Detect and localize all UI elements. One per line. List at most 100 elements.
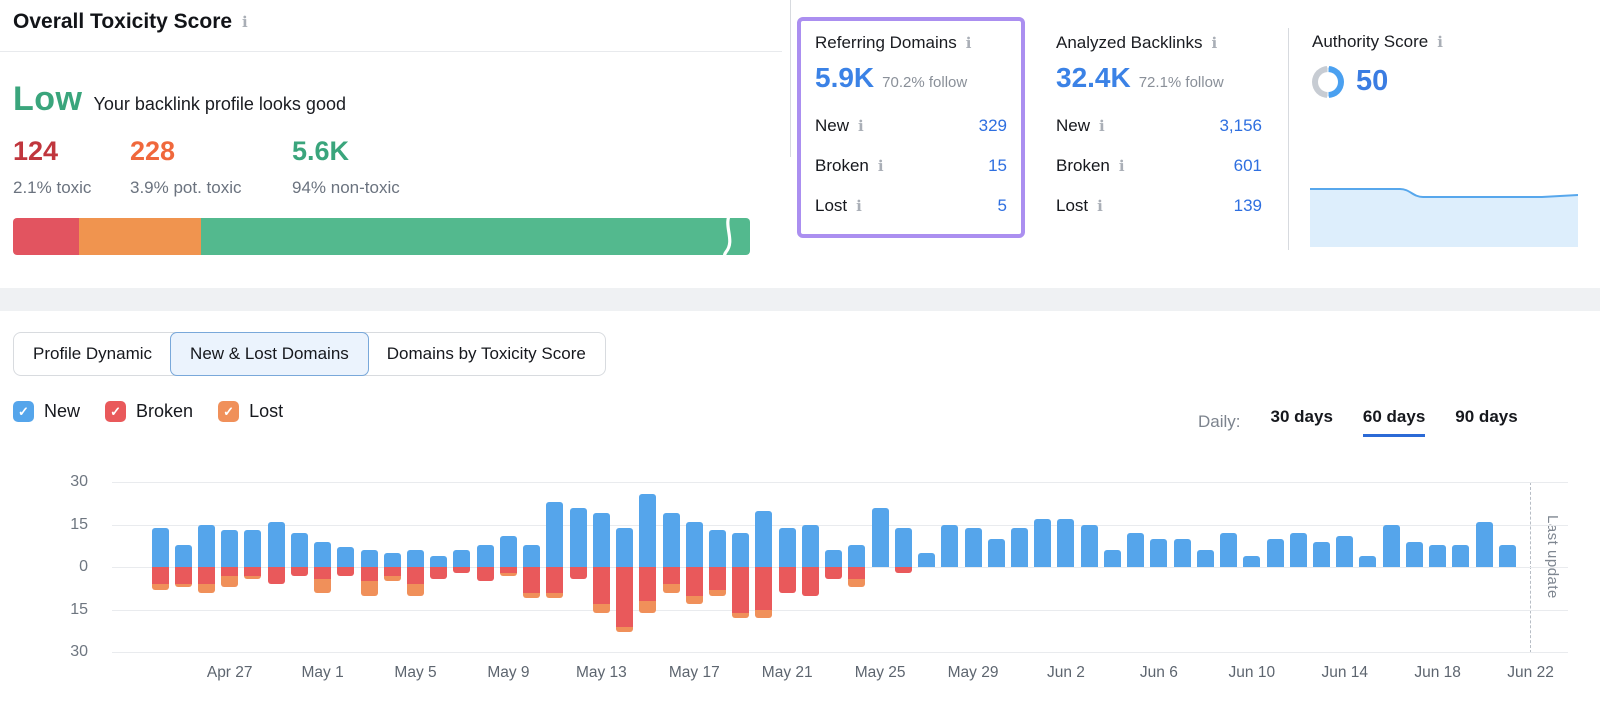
header-divider bbox=[0, 51, 782, 52]
broken-domains-link[interactable]: 15 bbox=[988, 156, 1007, 175]
bar-group-Jun 20[interactable] bbox=[1475, 460, 1493, 674]
bar-group-May 24[interactable] bbox=[848, 460, 866, 674]
tab-profile-dynamic[interactable]: Profile Dynamic bbox=[33, 344, 153, 363]
info-icon[interactable]: ℹ bbox=[1118, 156, 1125, 175]
bar-group-May 12[interactable] bbox=[569, 460, 587, 674]
bar-group-May 25[interactable] bbox=[871, 460, 889, 674]
bar-group-May 16[interactable] bbox=[662, 460, 680, 674]
bar-group-May 11[interactable] bbox=[546, 460, 564, 674]
bar-group-May 2[interactable] bbox=[337, 460, 355, 674]
new-backlinks-link[interactable]: 3,156 bbox=[1219, 116, 1262, 135]
bar-group-Jun 4[interactable] bbox=[1103, 460, 1121, 674]
bar-group-Jun 13[interactable] bbox=[1313, 460, 1330, 674]
bar-group-Jun 2[interactable] bbox=[1057, 460, 1075, 674]
analyzed-backlinks-value: 32.4K bbox=[1056, 62, 1131, 93]
legend-new[interactable]: ✓ New bbox=[13, 401, 80, 422]
bar-group-May 10[interactable] bbox=[523, 460, 541, 674]
bar-group-Jun 18[interactable] bbox=[1429, 460, 1447, 674]
bar-segment bbox=[1382, 524, 1400, 568]
bar-group-May 18[interactable] bbox=[709, 460, 727, 674]
info-icon[interactable]: ℹ bbox=[965, 33, 972, 52]
checkbox-lost-icon[interactable]: ✓ bbox=[218, 401, 240, 422]
bar-group-May 7[interactable] bbox=[453, 460, 471, 674]
info-icon[interactable]: ℹ bbox=[877, 156, 884, 175]
bar-group-May 21[interactable] bbox=[778, 460, 796, 674]
bar-group-May 6[interactable] bbox=[430, 460, 448, 674]
bar-group-May 13[interactable] bbox=[592, 460, 610, 674]
period-60-days[interactable]: 60 days bbox=[1362, 407, 1426, 437]
info-icon[interactable]: ℹ bbox=[1099, 116, 1105, 135]
broken-backlinks-link[interactable]: 601 bbox=[1233, 156, 1262, 175]
info-icon[interactable]: ℹ bbox=[1097, 196, 1103, 215]
bar-group-May 3[interactable] bbox=[360, 460, 378, 674]
bar-group-Jun 8[interactable] bbox=[1196, 460, 1214, 674]
bar-group-May 9[interactable] bbox=[499, 460, 517, 674]
bar-segment bbox=[383, 553, 401, 568]
bar-group-May 27[interactable] bbox=[918, 460, 936, 674]
bar-group-May 15[interactable] bbox=[639, 460, 657, 674]
info-icon[interactable]: ℹ bbox=[1211, 33, 1218, 52]
authority-score-card: Authority Score ℹ 50 bbox=[1312, 32, 1580, 98]
period-30-days[interactable]: 30 days bbox=[1270, 407, 1333, 426]
info-icon[interactable]: ℹ bbox=[856, 196, 862, 215]
bar-group-May 14[interactable] bbox=[616, 460, 634, 674]
bar-group-Jun 21[interactable] bbox=[1498, 460, 1516, 674]
bar-group-Jun 10[interactable] bbox=[1243, 460, 1261, 674]
bar-group-Apr 30[interactable] bbox=[290, 460, 308, 674]
bar-group-May 4[interactable] bbox=[383, 460, 401, 674]
metric-row-lost: Lost ℹ 139 bbox=[1056, 186, 1262, 226]
bar-group-Apr 25[interactable] bbox=[174, 460, 192, 674]
bar-group-Jun 11[interactable] bbox=[1266, 460, 1284, 674]
tab-domains-by-toxicity[interactable]: Domains by Toxicity Score bbox=[386, 344, 586, 363]
bar-group-May 22[interactable] bbox=[801, 460, 819, 674]
bar-group-Apr 27[interactable] bbox=[221, 460, 239, 674]
bar-group-May 20[interactable] bbox=[755, 460, 773, 674]
lost-backlinks-link[interactable]: 139 bbox=[1233, 196, 1262, 215]
bar-segment bbox=[476, 544, 494, 568]
bar-group-Jun 6[interactable] bbox=[1150, 460, 1168, 674]
checkbox-new-icon[interactable]: ✓ bbox=[13, 401, 34, 422]
authority-score-title: Authority Score bbox=[1312, 32, 1429, 51]
info-icon[interactable]: ℹ bbox=[1437, 32, 1443, 51]
new-domains-link[interactable]: 329 bbox=[978, 116, 1007, 135]
bar-group-May 31[interactable] bbox=[1011, 460, 1028, 674]
bar-segment bbox=[1220, 533, 1238, 568]
bar-group-May 8[interactable] bbox=[476, 460, 494, 674]
info-icon[interactable]: ℹ bbox=[242, 12, 248, 31]
bar-group-Apr 29[interactable] bbox=[267, 460, 285, 674]
bar-group-Apr 28[interactable] bbox=[244, 460, 262, 674]
bar-group-Jun 7[interactable] bbox=[1173, 460, 1191, 674]
bar-group-May 28[interactable] bbox=[941, 460, 959, 674]
bar-segment bbox=[1057, 519, 1075, 568]
lost-domains-link[interactable]: 5 bbox=[997, 196, 1007, 215]
checkbox-broken-icon[interactable]: ✓ bbox=[105, 401, 127, 422]
bar-group-Jun 1[interactable] bbox=[1034, 460, 1052, 674]
bar-group-Jun 9[interactable] bbox=[1220, 460, 1238, 674]
bar-group-May 1[interactable] bbox=[314, 460, 332, 674]
bar-group-Jun 12[interactable] bbox=[1289, 460, 1307, 674]
bar-segment bbox=[1452, 544, 1470, 568]
bar-group-May 29[interactable] bbox=[964, 460, 982, 674]
bar-group-Jun 15[interactable] bbox=[1359, 460, 1377, 674]
bar-group-Apr 24[interactable] bbox=[151, 460, 169, 674]
tab-new-lost-domains[interactable]: New & Lost Domains bbox=[170, 332, 369, 376]
bar-group-Jun 19[interactable] bbox=[1452, 460, 1470, 674]
bar-group-Jun 14[interactable] bbox=[1336, 460, 1354, 674]
info-icon[interactable]: ℹ bbox=[858, 116, 864, 135]
x-axis-tick: May 13 bbox=[575, 664, 627, 681]
x-axis-tick: Jun 2 bbox=[1047, 664, 1085, 681]
bar-group-Jun 5[interactable] bbox=[1127, 460, 1145, 674]
bar-group-Apr 26[interactable] bbox=[197, 460, 215, 674]
period-90-days[interactable]: 90 days bbox=[1455, 407, 1518, 426]
bar-group-May 17[interactable] bbox=[685, 460, 703, 674]
bar-group-Jun 17[interactable] bbox=[1405, 460, 1423, 674]
bar-group-May 19[interactable] bbox=[732, 460, 750, 674]
bar-group-May 26[interactable] bbox=[894, 460, 912, 674]
bar-group-May 23[interactable] bbox=[825, 460, 843, 674]
bar-group-May 5[interactable] bbox=[407, 460, 425, 674]
bar-group-May 30[interactable] bbox=[987, 460, 1005, 674]
bar-group-Jun 3[interactable] bbox=[1080, 460, 1098, 674]
bar-group-Jun 16[interactable] bbox=[1382, 460, 1400, 674]
legend-lost[interactable]: ✓ Lost bbox=[218, 401, 283, 422]
legend-broken[interactable]: ✓ Broken bbox=[105, 401, 193, 422]
